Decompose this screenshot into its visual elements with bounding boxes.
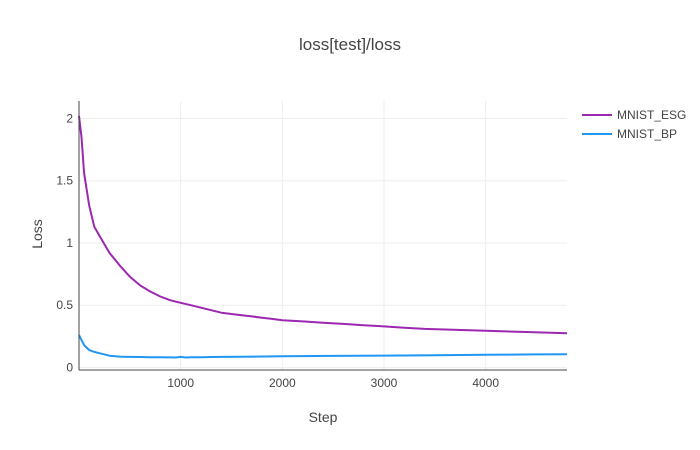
- series-layer: [78, 115, 568, 359]
- legend-item[interactable]: MNIST_ESG: [582, 108, 686, 122]
- chart-title: loss[test]/loss: [299, 35, 401, 54]
- series-line-mnist-esg: [78, 115, 568, 335]
- x-axis-label: Step: [309, 409, 338, 425]
- y-tick-label: 0.5: [56, 298, 73, 312]
- grid-lines: [79, 101, 567, 370]
- x-tick-label: 3000: [371, 376, 398, 390]
- legend[interactable]: MNIST_ESG MNIST_BP: [582, 108, 686, 141]
- legend-label: MNIST_ESG: [617, 108, 686, 122]
- x-tick-label: 1000: [167, 376, 194, 390]
- y-tick-label: 1.5: [56, 174, 73, 188]
- series-line-mnist-bp: [78, 334, 568, 359]
- y-axis-label: Loss: [29, 219, 45, 249]
- x-tick-label: 2000: [269, 376, 296, 390]
- x-tick-label: 4000: [472, 376, 499, 390]
- tick-labels: 1000 2000 3000 4000 0 0.5 1 1.5 2: [56, 111, 499, 390]
- y-tick-label: 1: [66, 236, 73, 250]
- y-tick-label: 2: [66, 111, 73, 125]
- y-tick-label: 0: [66, 361, 73, 375]
- legend-label: MNIST_BP: [617, 127, 677, 141]
- legend-item[interactable]: MNIST_BP: [582, 127, 677, 141]
- axes: [78, 101, 567, 371]
